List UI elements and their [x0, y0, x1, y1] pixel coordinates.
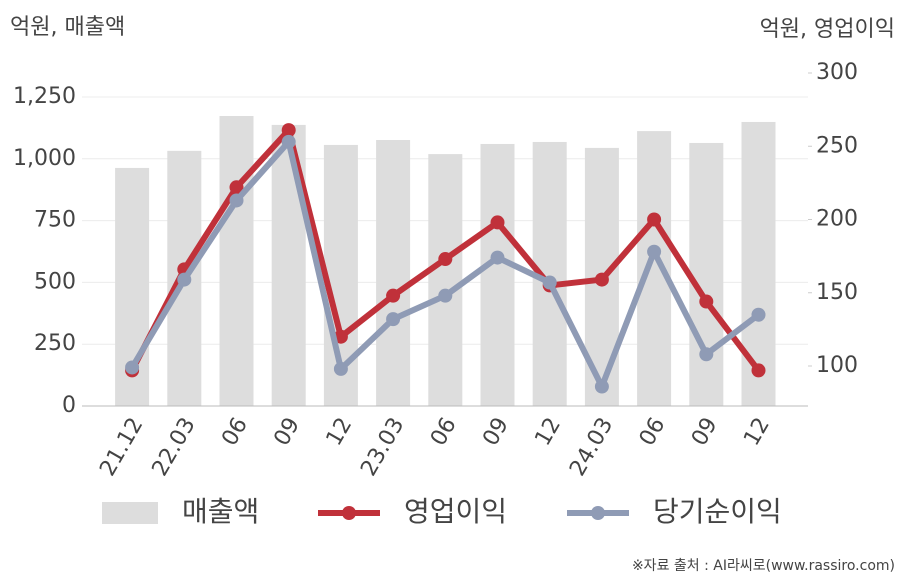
- bar: [376, 139, 411, 406]
- y-axis-label: 억원, 매출액: [10, 15, 125, 40]
- y2-tick-label: 150: [816, 280, 858, 305]
- legend-marker: [591, 506, 605, 520]
- legend-label: 영업이익: [404, 495, 507, 528]
- y2-tick-label: 200: [816, 207, 858, 232]
- bar: [428, 154, 463, 406]
- y2-tick-label: 300: [816, 60, 858, 85]
- point: [594, 272, 609, 287]
- point: [281, 134, 296, 149]
- bar: [689, 142, 724, 406]
- point: [490, 215, 505, 230]
- x-tick-label: 12: [530, 414, 566, 451]
- source: ※자료 출처 : AI라씨로(www.rassiro.com): [632, 558, 895, 574]
- y-tick-label: 1,250: [13, 84, 76, 109]
- point: [229, 193, 244, 208]
- y2-tick-label: 250: [816, 133, 858, 158]
- x-tick-label: 09: [478, 414, 514, 451]
- point: [542, 275, 557, 290]
- y-tick-label: 250: [34, 331, 76, 356]
- point: [594, 379, 609, 394]
- point: [647, 244, 662, 259]
- point: [386, 288, 401, 303]
- y2-axis-label: 억원, 영업이익: [760, 17, 895, 42]
- point: [333, 361, 348, 376]
- point: [699, 347, 714, 362]
- point: [438, 252, 453, 267]
- point: [333, 329, 348, 344]
- y-tick-label: 750: [34, 208, 76, 233]
- x-tick-label: 21.12: [95, 414, 148, 481]
- x-tick-label: 06: [635, 414, 671, 451]
- x-tick-label: 06: [426, 414, 462, 451]
- point: [125, 360, 140, 375]
- point: [699, 294, 714, 309]
- point: [751, 307, 766, 322]
- point: [751, 363, 766, 378]
- point: [647, 212, 662, 227]
- x-tick-label: 12: [739, 414, 775, 451]
- legend-label: 매출액: [182, 495, 259, 528]
- bar: [219, 116, 254, 406]
- legend-label: 당기순이익: [653, 495, 782, 528]
- point: [490, 250, 505, 265]
- bar: [741, 121, 776, 406]
- bar: [480, 143, 515, 407]
- y-tick-label: 1,000: [13, 146, 76, 171]
- point: [177, 272, 192, 287]
- y-tick-label: 500: [34, 269, 76, 294]
- point: [229, 180, 244, 195]
- y-tick-label: 0: [62, 393, 76, 418]
- legend-swatch: [102, 502, 158, 524]
- point: [438, 288, 453, 303]
- x-tick-label: 06: [217, 414, 253, 451]
- x-tick-label: 23.03: [356, 414, 409, 481]
- x-tick-label: 09: [269, 414, 305, 451]
- point: [281, 123, 296, 138]
- x-tick-label: 09: [687, 414, 723, 451]
- x-tick-label: 24.03: [565, 414, 618, 481]
- legend-marker: [342, 506, 356, 520]
- x-tick-label: 12: [322, 414, 358, 451]
- y2-tick-label: 100: [816, 353, 858, 378]
- x-tick-label: 22.03: [148, 414, 201, 481]
- point: [386, 312, 401, 327]
